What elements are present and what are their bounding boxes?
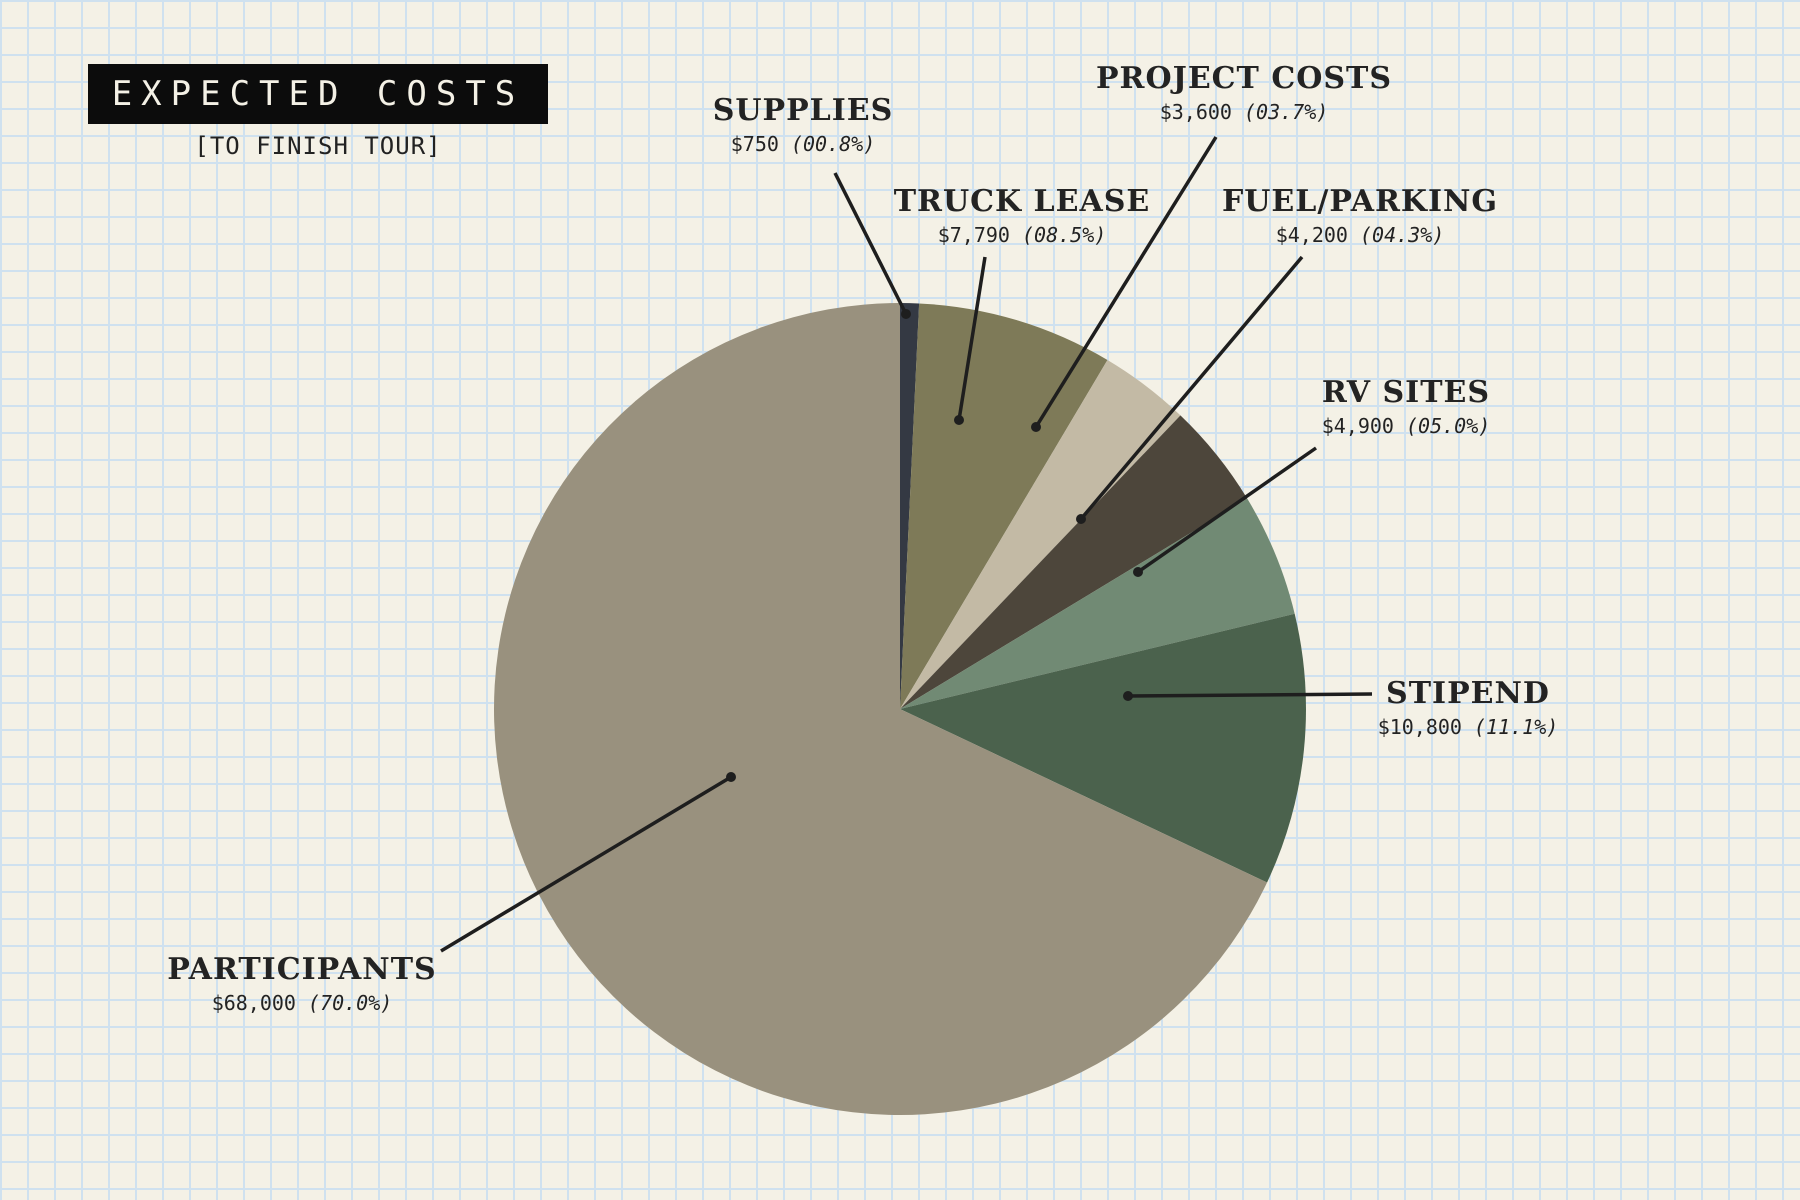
leader-dot-stipend [1123, 691, 1133, 701]
slice-labels: SUPPLIES $750 (00.8%) TRUCK LEASE $7,790 (0… [167, 61, 1558, 1015]
slice-percent-rv-sites: (05.0%) [1406, 414, 1490, 438]
slice-label-truck-lease: TRUCK LEASE [894, 184, 1151, 219]
slice-value-stipend: $10,800 (11.1%) [1378, 715, 1559, 739]
pie-slice-stipend [900, 613, 1306, 883]
pie-slice-supplies [900, 302, 920, 709]
slice-value-project-costs: $3,600 (03.7%) [1160, 100, 1329, 124]
chart-title: EXPECTED COSTS [88, 64, 548, 124]
leader-line-rv-sites [1136, 446, 1318, 574]
leader-line-project-costs [1034, 136, 1218, 428]
pie-slice-project-costs [900, 360, 1181, 709]
leader-line-stipend [1127, 692, 1373, 698]
leader-dot-participants [726, 772, 736, 782]
slice-percent-supplies: (00.8%) [791, 132, 875, 156]
slice-value-supplies: $750 (00.8%) [731, 132, 876, 156]
slice-label-supplies: SUPPLIES [713, 93, 894, 128]
slice-label-stipend: STIPEND [1386, 676, 1550, 711]
leader-line-fuel-parking [1079, 255, 1304, 521]
slice-percent-participants: (70.0%) [308, 991, 392, 1015]
leader-line-supplies [833, 172, 908, 315]
leader-dot-fuel-parking [1076, 514, 1086, 524]
slice-label-fuel-parking: FUEL/PARKING [1222, 184, 1498, 219]
slice-value-rv-sites: $4,900 (05.0%) [1322, 414, 1491, 438]
leader-dot-truck-lease [954, 415, 964, 425]
slice-label-project-costs: PROJECT COSTS [1096, 61, 1392, 96]
leader-dot-supplies [901, 309, 911, 319]
chart-title-block: EXPECTED COSTS [TO FINISH TOUR] [88, 64, 548, 160]
leader-dot-project-costs [1031, 422, 1041, 432]
pie-slice-fuel-parking [900, 415, 1248, 709]
slice-value-truck-lease: $7,790 (08.5%) [938, 223, 1107, 247]
slice-percent-stipend: (11.1%) [1474, 715, 1558, 739]
slice-value-fuel-parking: $4,200 (04.3%) [1276, 223, 1445, 247]
leader-lines [440, 136, 1373, 953]
pie-slices [493, 302, 1306, 1115]
slice-percent-project-costs: (03.7%) [1244, 100, 1328, 124]
slice-label-participants: PARTICIPANTS [167, 952, 436, 987]
chart-subtitle: [TO FINISH TOUR] [194, 132, 442, 160]
slice-value-participants: $68,000 (70.0%) [212, 991, 393, 1015]
slice-percent-fuel-parking: (04.3%) [1360, 223, 1444, 247]
slice-percent-truck-lease: (08.5%) [1022, 223, 1106, 247]
slice-label-rv-sites: RV SITES [1322, 375, 1490, 410]
leader-line-truck-lease [957, 256, 987, 421]
pie-slice-rv-sites [900, 498, 1295, 709]
pie-slice-participants [493, 303, 1268, 1115]
pie-slice-truck-lease [900, 303, 1108, 709]
leader-line-participants [440, 775, 732, 953]
leader-dot-rv-sites [1133, 567, 1143, 577]
